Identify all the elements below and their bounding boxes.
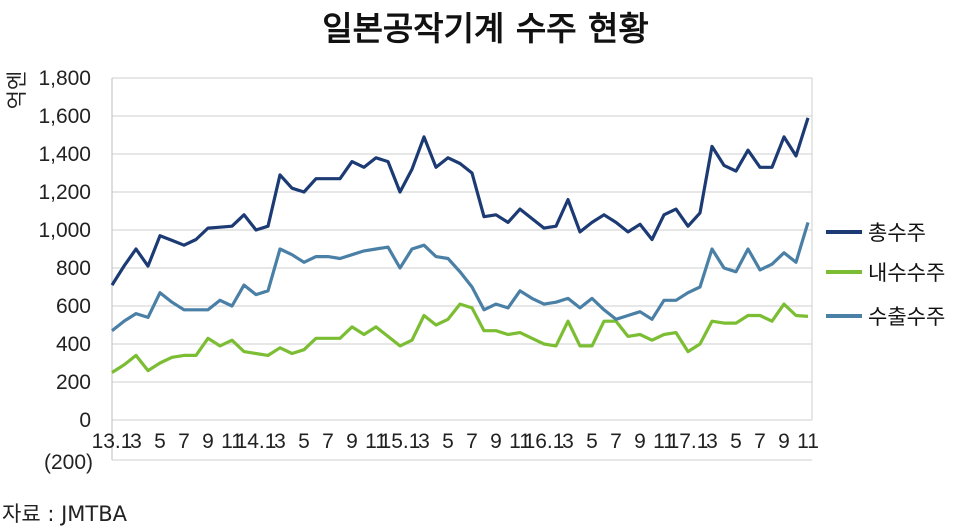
- x-tick-label: 5: [586, 430, 598, 453]
- x-tick-label: 5: [298, 430, 310, 453]
- y-tick-label: 800: [56, 257, 91, 280]
- x-tick-label: 11: [797, 430, 819, 453]
- x-tick-label: 13.1: [92, 430, 133, 453]
- y-tick-label: 200: [56, 371, 91, 394]
- y-tick-label: 600: [56, 295, 91, 318]
- x-tick-label: 11: [509, 430, 531, 453]
- series-line-export: [111, 221, 810, 332]
- y-axis-label: 억엔: [6, 71, 29, 110]
- y-tick-label: 0: [79, 409, 91, 432]
- x-tick-label: 11: [365, 430, 387, 453]
- x-tick-label: 14.1: [236, 430, 277, 453]
- x-tick-label: 17.1: [668, 430, 709, 453]
- x-tick-label: 9: [634, 430, 646, 453]
- x-tick-label: 9: [778, 430, 790, 453]
- y-tick-label: 1,600: [38, 105, 91, 128]
- legend-label-total: 총수주: [868, 221, 926, 245]
- x-tick-label: 7: [754, 430, 766, 453]
- x-tick-label: 3: [274, 430, 286, 453]
- x-tick-label: 7: [610, 430, 622, 453]
- x-tick-label: 9: [490, 430, 502, 453]
- x-tick-label: 7: [466, 430, 478, 453]
- x-tick-label: 5: [442, 430, 454, 453]
- x-tick-label: 3: [562, 430, 574, 453]
- x-tick-label: 3: [706, 430, 718, 453]
- x-tick-label: 16.1: [524, 430, 565, 453]
- y-tick-label: 1,400: [38, 143, 91, 166]
- chart-title: 일본공작기계 수주 현황: [322, 9, 649, 48]
- y-tick-label: 1,200: [38, 181, 91, 204]
- series-line-total: [110, 117, 810, 286]
- x-tick-label: 9: [202, 430, 214, 453]
- y-tick-label: 1,000: [38, 219, 91, 242]
- legend-label-export: 수출수주: [868, 305, 945, 329]
- y-tick-label-negative: (200): [44, 451, 93, 474]
- series-line-domestic: [111, 302, 809, 374]
- x-tick-label: 3: [130, 430, 142, 453]
- x-tick-label: 3: [418, 430, 430, 453]
- x-tick-label: 7: [322, 430, 334, 453]
- x-tick-label: 11: [221, 430, 243, 453]
- y-tick-label: 400: [56, 333, 91, 356]
- y-tick-label: 1,800: [38, 67, 91, 90]
- x-tick-label: 15.1: [380, 430, 421, 453]
- x-tick-label: 5: [154, 430, 166, 453]
- source-note: 자료 : JMTBA: [2, 502, 127, 526]
- x-tick-label: 9: [346, 430, 358, 453]
- x-tick-label: 11: [653, 430, 675, 453]
- x-tick-label: 7: [178, 430, 190, 453]
- legend-label-domestic: 내수수주: [868, 261, 945, 285]
- x-tick-label: 5: [730, 430, 742, 453]
